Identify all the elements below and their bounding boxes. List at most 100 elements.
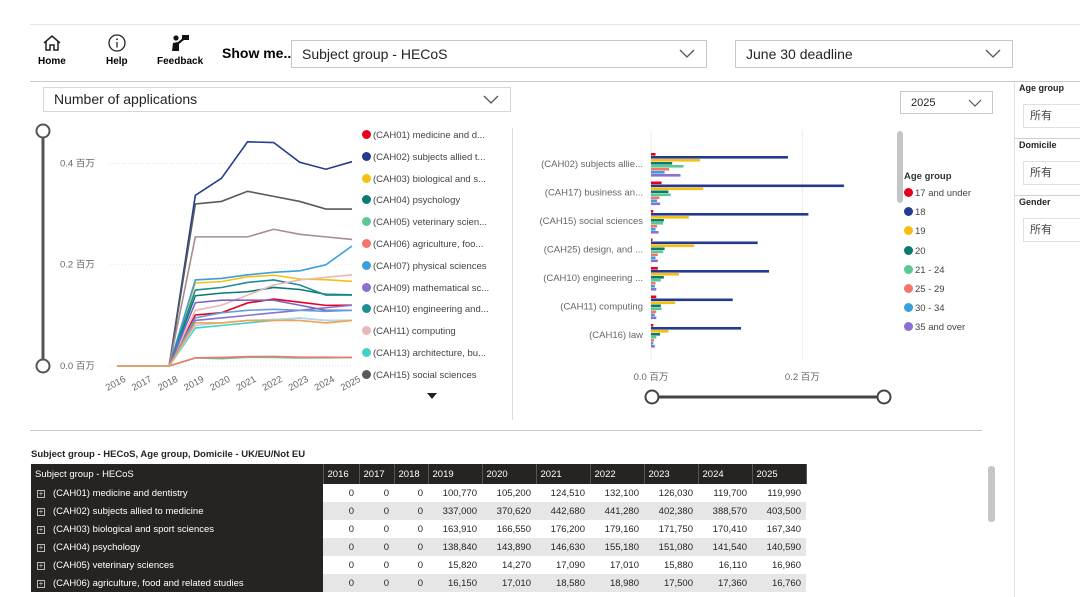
series-line[interactable]: [117, 274, 353, 367]
expand-icon[interactable]: +: [37, 542, 45, 552]
legend-item[interactable]: (CAH04) psychology: [362, 195, 460, 206]
legend-item[interactable]: (CAH09) mathematical sc...: [362, 282, 489, 294]
bar[interactable]: [651, 174, 681, 177]
bar[interactable]: [651, 187, 704, 191]
bar[interactable]: [651, 228, 656, 231]
bar[interactable]: [651, 295, 657, 299]
bar[interactable]: [651, 342, 654, 345]
column-header-year[interactable]: 2020: [482, 464, 537, 484]
legend-item[interactable]: (CAH05) veterinary scien...: [362, 217, 487, 228]
bar[interactable]: [651, 330, 669, 333]
bar[interactable]: [651, 310, 657, 314]
series-line[interactable]: [117, 141, 353, 367]
series-line[interactable]: [117, 274, 353, 367]
column-header-year[interactable]: 2019: [428, 464, 483, 484]
bar[interactable]: [651, 313, 655, 317]
legend-item[interactable]: (CAH03) biological and s...: [362, 173, 486, 185]
bar[interactable]: [651, 333, 661, 336]
age-legend-item[interactable]: 20: [904, 245, 926, 257]
column-header-year[interactable]: 2022: [590, 464, 645, 484]
column-header-year[interactable]: 2016: [323, 464, 360, 484]
slider-handle-left[interactable]: [644, 389, 660, 405]
legend-item[interactable]: (CAH07) physical sciences: [362, 260, 487, 272]
deadline-dropdown[interactable]: June 30 deadline: [735, 40, 1013, 68]
age-legend-item[interactable]: 19: [904, 226, 926, 237]
bar[interactable]: [651, 288, 657, 291]
table-scrollbar[interactable]: [988, 466, 995, 522]
bar[interactable]: [651, 199, 658, 203]
bar[interactable]: [651, 345, 655, 348]
filter-value[interactable]: 所有: [1023, 104, 1080, 128]
home-button[interactable]: Home: [38, 33, 66, 67]
bar[interactable]: [651, 213, 809, 216]
slider-handle-bottom[interactable]: [35, 358, 51, 374]
legend-item[interactable]: (CAH15) social sciences: [362, 369, 476, 381]
bar[interactable]: [651, 190, 669, 194]
bar[interactable]: [651, 276, 664, 279]
age-legend-item[interactable]: 17 and under: [904, 188, 971, 199]
legend-item[interactable]: (CAH06) agriculture, foo...: [362, 239, 483, 250]
bar[interactable]: [651, 210, 654, 213]
filter-domicile[interactable]: Domicile 所有: [1015, 139, 1080, 196]
bar[interactable]: [651, 159, 701, 162]
series-line[interactable]: [117, 245, 353, 367]
bar[interactable]: [651, 256, 656, 260]
bar[interactable]: [651, 171, 665, 174]
column-header-year[interactable]: 2023: [644, 464, 699, 484]
filter-age-group[interactable]: Age group 所有: [1015, 82, 1080, 139]
series-line[interactable]: [117, 319, 353, 367]
year-dropdown[interactable]: 2025: [900, 91, 993, 114]
series-line[interactable]: [117, 299, 352, 367]
subject-group-dropdown[interactable]: Subject group - HECoS: [291, 40, 707, 68]
bar[interactable]: [651, 244, 695, 248]
column-header-year[interactable]: 2017: [359, 464, 395, 484]
vertical-range-slider[interactable]: [32, 122, 56, 374]
bar[interactable]: [651, 307, 662, 311]
expand-icon[interactable]: +: [37, 506, 45, 516]
bar[interactable]: [651, 304, 661, 308]
bar[interactable]: [651, 202, 661, 206]
bar[interactable]: [651, 181, 662, 185]
bar[interactable]: [651, 241, 758, 245]
bar[interactable]: [651, 238, 653, 242]
bar[interactable]: [651, 324, 654, 327]
horizontal-range-slider[interactable]: [643, 388, 895, 406]
bar[interactable]: [651, 253, 658, 257]
series-line[interactable]: [117, 286, 353, 367]
age-legend-item[interactable]: 35 and over: [904, 322, 965, 333]
bar[interactable]: [651, 184, 844, 188]
row-header[interactable]: + (CAH05) veterinary sciences: [31, 556, 323, 574]
expand-icon[interactable]: +: [37, 560, 45, 570]
column-header-year[interactable]: 2021: [536, 464, 591, 484]
row-header[interactable]: + (CAH03) biological and sport sciences: [31, 520, 323, 538]
bar[interactable]: [651, 282, 656, 285]
bar[interactable]: [651, 270, 770, 273]
bar[interactable]: [651, 316, 657, 320]
bar[interactable]: [651, 298, 733, 302]
filter-gender[interactable]: Gender 所有: [1015, 196, 1080, 253]
bar[interactable]: [651, 193, 671, 197]
age-legend-item[interactable]: 25 - 29: [904, 284, 945, 295]
age-legend-item[interactable]: 18: [904, 207, 926, 218]
column-header-subject[interactable]: Subject group - HECoS: [31, 464, 324, 484]
expand-icon[interactable]: +: [37, 488, 45, 498]
row-header[interactable]: + (CAH01) medicine and dentistry: [31, 484, 323, 502]
bar[interactable]: [651, 216, 689, 219]
bar[interactable]: [651, 273, 679, 276]
bar[interactable]: [651, 165, 684, 168]
legend-item[interactable]: (CAH13) architecture, bu...: [362, 348, 486, 359]
bar[interactable]: [651, 327, 742, 330]
bar[interactable]: [651, 259, 658, 263]
row-header[interactable]: + (CAH06) agriculture, food and related s…: [31, 574, 323, 592]
bar[interactable]: [651, 285, 655, 288]
feedback-button[interactable]: Feedback: [157, 33, 203, 67]
legend-item[interactable]: (CAH02) subjects allied t...: [362, 151, 485, 163]
column-header-year[interactable]: 2018: [394, 464, 429, 484]
column-header-year[interactable]: 2024: [698, 464, 753, 484]
legend-item[interactable]: (CAH10) engineering and...: [362, 304, 489, 315]
help-button[interactable]: Help: [106, 33, 128, 67]
series-line[interactable]: [117, 356, 353, 367]
slider-handle-top[interactable]: [35, 123, 51, 139]
bar[interactable]: [651, 162, 673, 165]
bar[interactable]: [651, 196, 660, 200]
